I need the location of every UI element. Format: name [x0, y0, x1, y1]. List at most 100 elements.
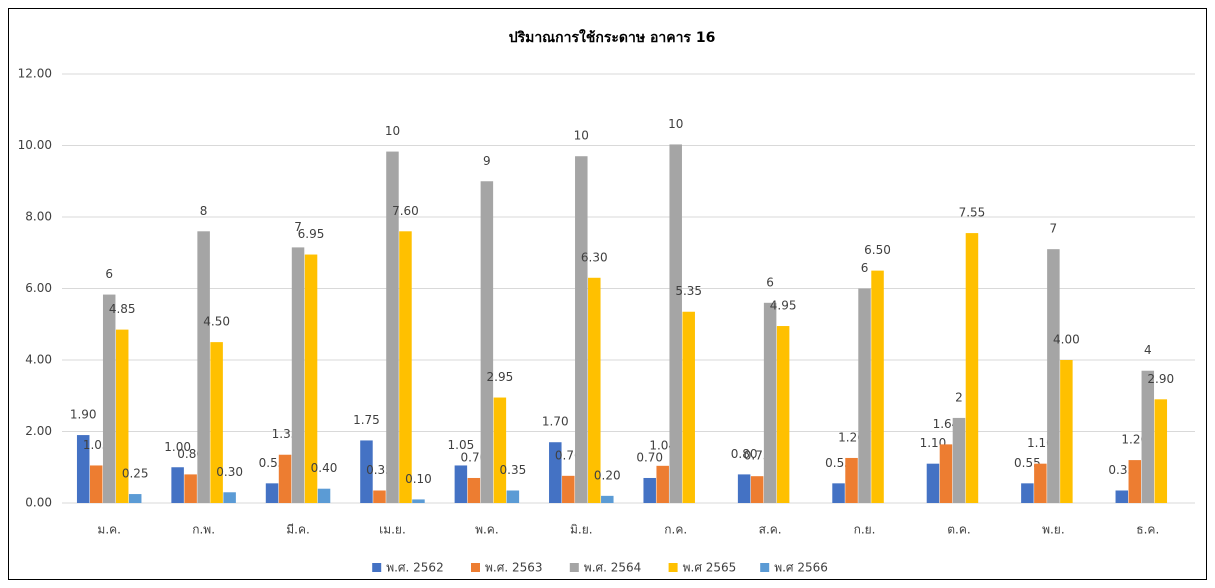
data-label: 1.20	[1121, 433, 1148, 447]
y-tick-label: 2.00	[25, 424, 52, 438]
data-label: 7	[1050, 222, 1058, 236]
legend-label: พ.ศ 2566	[774, 561, 828, 575]
bar	[373, 490, 386, 503]
data-label: 1.26	[838, 430, 865, 444]
bar	[871, 270, 884, 503]
bar	[776, 326, 790, 503]
legend-label: พ.ศ. 2563	[485, 561, 543, 575]
data-label: 1.64	[933, 417, 960, 431]
data-label: 6.50	[864, 243, 891, 257]
data-label: 2.95	[487, 370, 514, 384]
bar	[737, 474, 751, 503]
x-tick-label: ก.ย.	[854, 523, 876, 537]
x-tick-label: มิ.ย.	[570, 523, 593, 537]
data-label: 7	[294, 220, 302, 234]
bar	[750, 476, 764, 503]
data-label: 4.85	[109, 302, 136, 316]
bar	[128, 494, 142, 503]
bar	[656, 465, 669, 503]
bar	[184, 474, 197, 503]
data-label: 0.70	[461, 450, 488, 464]
data-label: 0.30	[216, 465, 243, 479]
bar	[763, 302, 777, 503]
x-tick-label: ม.ค.	[97, 523, 121, 537]
x-tick-label: พ.ค.	[475, 523, 499, 537]
bar	[480, 181, 494, 503]
bar	[926, 463, 940, 503]
x-tick-label: เม.ย.	[379, 523, 406, 537]
data-label: 0.70	[636, 450, 663, 464]
data-label: 9	[483, 154, 491, 168]
bar	[360, 440, 373, 503]
y-tick-label: 0.00	[25, 496, 52, 510]
bar	[265, 483, 279, 503]
legend-label: พ.ศ. 2562	[386, 561, 444, 575]
data-label: 0.35	[500, 463, 527, 477]
data-label: 6	[766, 275, 774, 289]
legend-swatch	[569, 563, 579, 572]
bar	[832, 483, 845, 503]
data-label: 1.90	[70, 408, 97, 422]
bar	[682, 311, 695, 503]
y-tick-label: 12.00	[18, 67, 52, 81]
legend-swatch	[372, 563, 382, 572]
data-label: 0.55	[825, 456, 852, 470]
x-tick-label: พ.ย.	[1042, 523, 1065, 537]
y-tick-label: 6.00	[25, 281, 52, 295]
data-label: 2.90	[1147, 372, 1174, 386]
bar	[386, 151, 399, 503]
data-label: 0.55	[259, 456, 286, 470]
data-label: 5.35	[675, 284, 702, 298]
bar	[858, 288, 871, 503]
data-label: 6	[861, 261, 869, 275]
bar	[197, 231, 210, 504]
bar	[575, 156, 588, 503]
bar	[939, 444, 953, 503]
data-label: 8	[200, 204, 208, 218]
data-label: 0.80	[731, 447, 758, 461]
legend-swatch	[471, 563, 480, 572]
bar	[493, 397, 507, 503]
data-label: 10	[574, 129, 589, 143]
data-label: 4	[1144, 343, 1152, 357]
bar	[588, 277, 601, 503]
bar	[291, 247, 305, 503]
data-label: 0.25	[122, 467, 149, 481]
data-label: 0.35	[1108, 463, 1135, 477]
x-tick-label: ก.ค.	[664, 523, 687, 537]
data-label: 0.75	[744, 449, 771, 463]
bar	[115, 329, 129, 503]
bar	[1047, 249, 1060, 503]
legend-label: พ.ศ. 2564	[584, 561, 642, 575]
bar	[601, 495, 614, 503]
data-label: 10	[668, 117, 683, 131]
x-tick-label: ธ.ค.	[1136, 523, 1159, 537]
bar	[102, 294, 116, 503]
chart-title: ปริมาณการใช้กระดาษ อาคาร 16	[509, 28, 716, 46]
bar	[1141, 370, 1155, 503]
data-label: 0.35	[366, 463, 393, 477]
bar	[223, 492, 236, 503]
bar	[562, 475, 575, 503]
data-label: 6	[105, 267, 113, 281]
bar	[210, 342, 223, 503]
bar	[89, 465, 103, 503]
bar	[669, 144, 682, 504]
bar	[1034, 463, 1047, 503]
legend-swatch	[668, 563, 678, 572]
data-label: 1.04	[649, 438, 676, 452]
data-label: 6.30	[581, 250, 608, 264]
data-label: 1.10	[1027, 436, 1054, 450]
data-label: 4.95	[770, 299, 797, 313]
bar	[1021, 483, 1034, 503]
data-label: 1.05	[448, 438, 475, 452]
bar	[506, 490, 520, 503]
data-label: 7.55	[959, 206, 986, 220]
bar	[304, 254, 318, 503]
x-tick-label: ก.พ.	[192, 523, 215, 537]
legend-swatch	[760, 563, 770, 572]
bar	[467, 477, 481, 503]
bar	[171, 467, 184, 503]
bar	[278, 454, 292, 503]
